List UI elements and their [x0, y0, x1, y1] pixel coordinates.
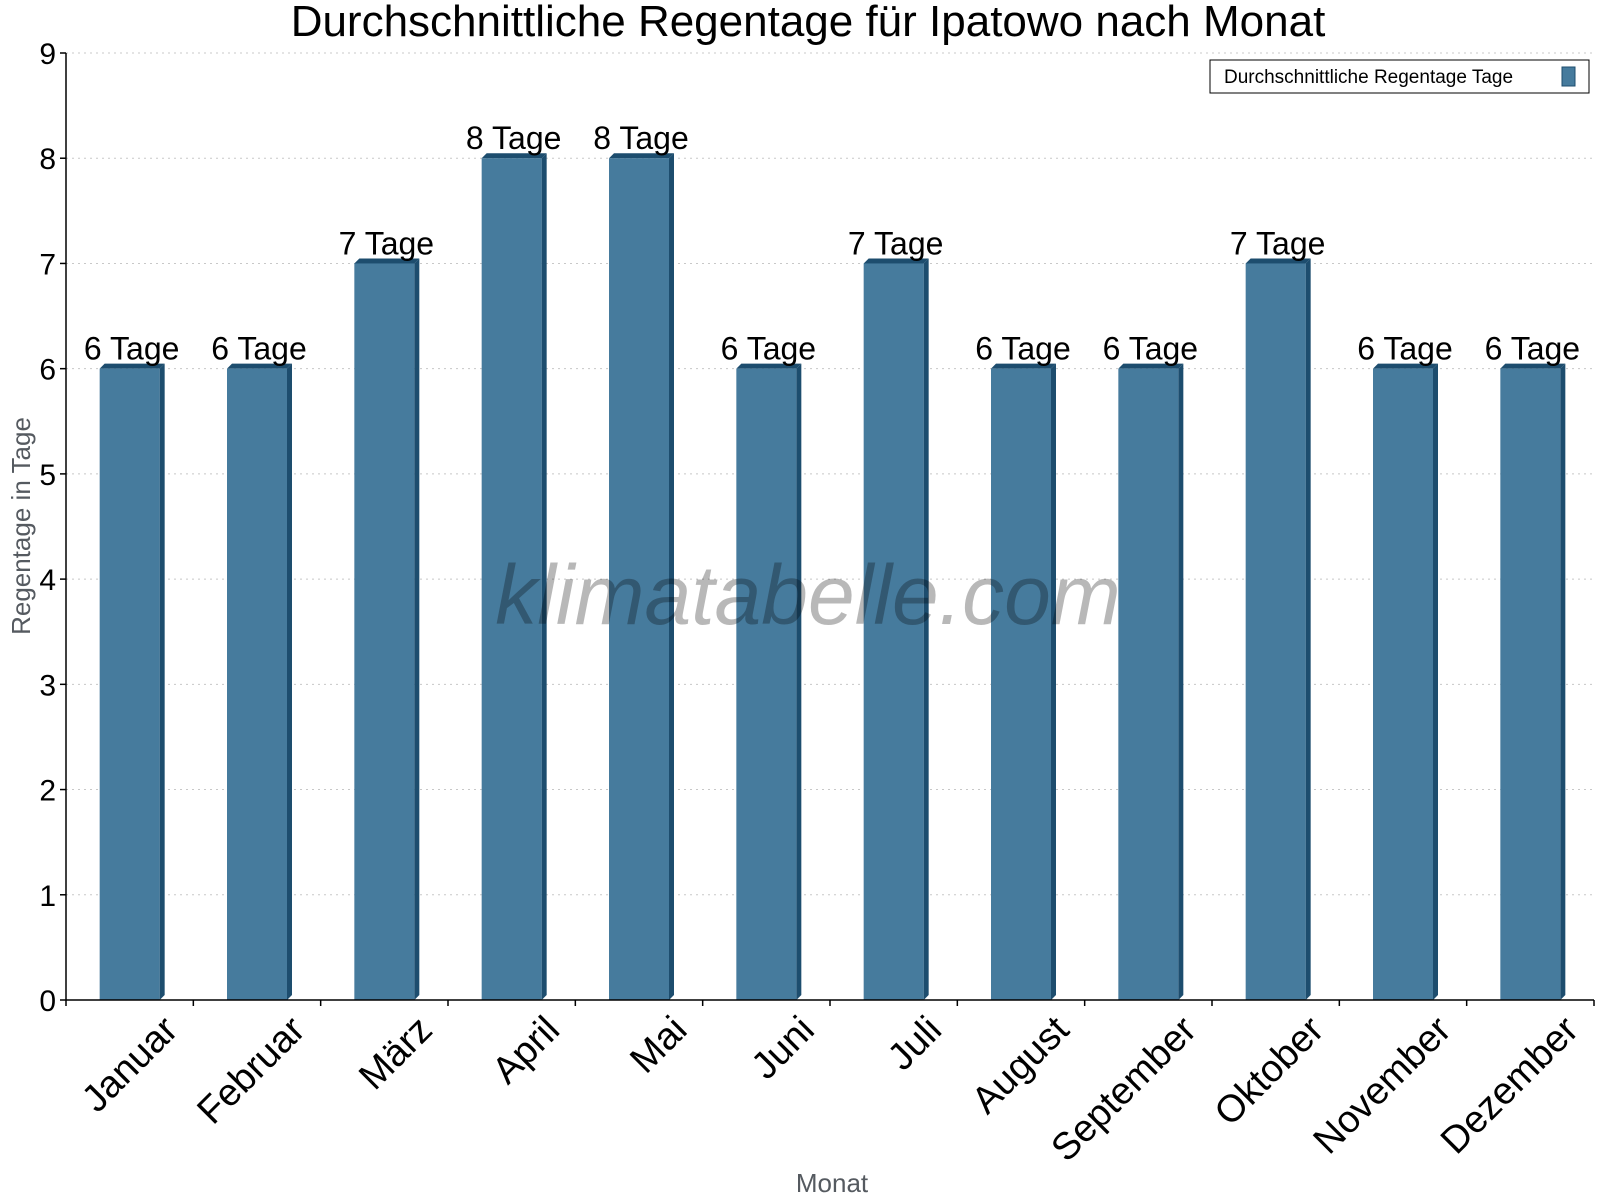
- bar-top: [481, 153, 547, 159]
- x-tick-label: Januar: [74, 1008, 186, 1120]
- y-tick-label: 7: [39, 248, 56, 281]
- bar: [1500, 368, 1561, 1001]
- bar: [863, 263, 924, 1000]
- y-tick-label: 6: [39, 354, 56, 387]
- x-axis-label: Monat: [796, 1168, 869, 1198]
- y-tick-label: 0: [39, 985, 56, 1018]
- bar-side: [541, 153, 547, 1000]
- data-label: 6 Tage: [84, 331, 180, 367]
- bar-side: [287, 363, 292, 1001]
- y-tick-label: 2: [39, 775, 56, 808]
- x-tick-label: März: [351, 1009, 440, 1098]
- data-label: 6 Tage: [1357, 331, 1453, 367]
- data-label: 6 Tage: [721, 331, 817, 367]
- bar-top: [1500, 363, 1566, 369]
- bar-side: [1051, 363, 1056, 1001]
- y-tick-label: 3: [39, 669, 56, 702]
- legend-swatch: [1561, 66, 1576, 87]
- y-axis-ticks: 0 1 2 3 4 5 6 7 8 9: [39, 38, 66, 1018]
- legend-box: [1209, 59, 1590, 94]
- legend-label: Durchschnittliche Regentage Tage: [1224, 67, 1513, 88]
- bar-side: [159, 363, 165, 1001]
- y-axis-label: Regentage in Tage: [6, 417, 36, 635]
- bar: [481, 158, 542, 1000]
- bar-side: [1560, 363, 1566, 1001]
- x-tick-label: Juni: [744, 1009, 823, 1088]
- x-tick-label: Mai: [622, 1009, 695, 1082]
- x-axis-ticks: Januar Februar März April Mai Juni Juli AugustS…: [65, 1000, 1595, 1170]
- bar-top: [1118, 363, 1184, 369]
- bar-top: [1245, 258, 1311, 264]
- x-tick-label: Juli: [880, 1009, 950, 1079]
- watermark: klimatabelle.com: [495, 548, 1121, 642]
- data-label: 8 Tage: [466, 120, 562, 156]
- bar-side: [414, 258, 420, 1000]
- bar-side: [1305, 258, 1311, 1000]
- bar: [991, 368, 1051, 1001]
- bar-top: [863, 258, 929, 264]
- data-labels: 6 Tage 6 Tage 7 Tage 8 Tage 8 Tage 6 Tage 7 Ta…: [84, 120, 1580, 366]
- legend: Durchschnittliche Regentage Tage: [1209, 59, 1590, 94]
- bars: [99, 153, 1566, 1001]
- x-tick-label: Februar: [190, 1008, 314, 1132]
- bar: [99, 368, 160, 1001]
- data-label: 6 Tage: [211, 331, 307, 367]
- x-tick-label: November: [1306, 1008, 1460, 1162]
- data-label: 8 Tage: [593, 120, 689, 156]
- bar-top: [227, 363, 292, 369]
- bar-top: [609, 153, 674, 159]
- data-label: 7 Tage: [1230, 225, 1326, 261]
- bar: [354, 263, 415, 1000]
- y-tick-label: 8: [39, 143, 56, 176]
- bar-top: [354, 258, 420, 264]
- bar: [227, 368, 287, 1001]
- bar-top: [99, 363, 165, 369]
- bar: [609, 158, 669, 1000]
- x-tick-label: Oktober: [1207, 1008, 1333, 1134]
- chart-title: Durchschnittliche Regentage für Ipatowo …: [291, 0, 1326, 46]
- x-tick-label: August: [964, 1008, 1078, 1122]
- y-tick-label: 1: [39, 880, 56, 913]
- data-label: 6 Tage: [975, 331, 1071, 367]
- data-label: 6 Tage: [1103, 331, 1199, 367]
- data-label: 7 Tage: [339, 225, 435, 261]
- y-tick-label: 9: [39, 38, 56, 71]
- bar-side: [1178, 363, 1184, 1001]
- bar-top: [736, 363, 802, 369]
- bar-side: [923, 258, 929, 1000]
- bar-side: [796, 363, 802, 1001]
- x-tick-label: April: [485, 1009, 568, 1092]
- bar: [1118, 368, 1179, 1001]
- y-tick-label: 5: [39, 459, 56, 492]
- data-label: 7 Tage: [848, 225, 944, 261]
- bar-side: [1433, 363, 1438, 1001]
- bar: [736, 368, 797, 1001]
- bar: [1245, 263, 1306, 1000]
- y-tick-label: 4: [39, 564, 56, 597]
- bar-top: [991, 363, 1056, 369]
- grid-lines: [66, 52, 1594, 896]
- bar: [1373, 368, 1433, 1001]
- bar-side: [669, 153, 674, 1000]
- bar-top: [1373, 363, 1438, 369]
- data-label: 6 Tage: [1485, 331, 1581, 367]
- x-tick-label: Dezember: [1433, 1008, 1587, 1162]
